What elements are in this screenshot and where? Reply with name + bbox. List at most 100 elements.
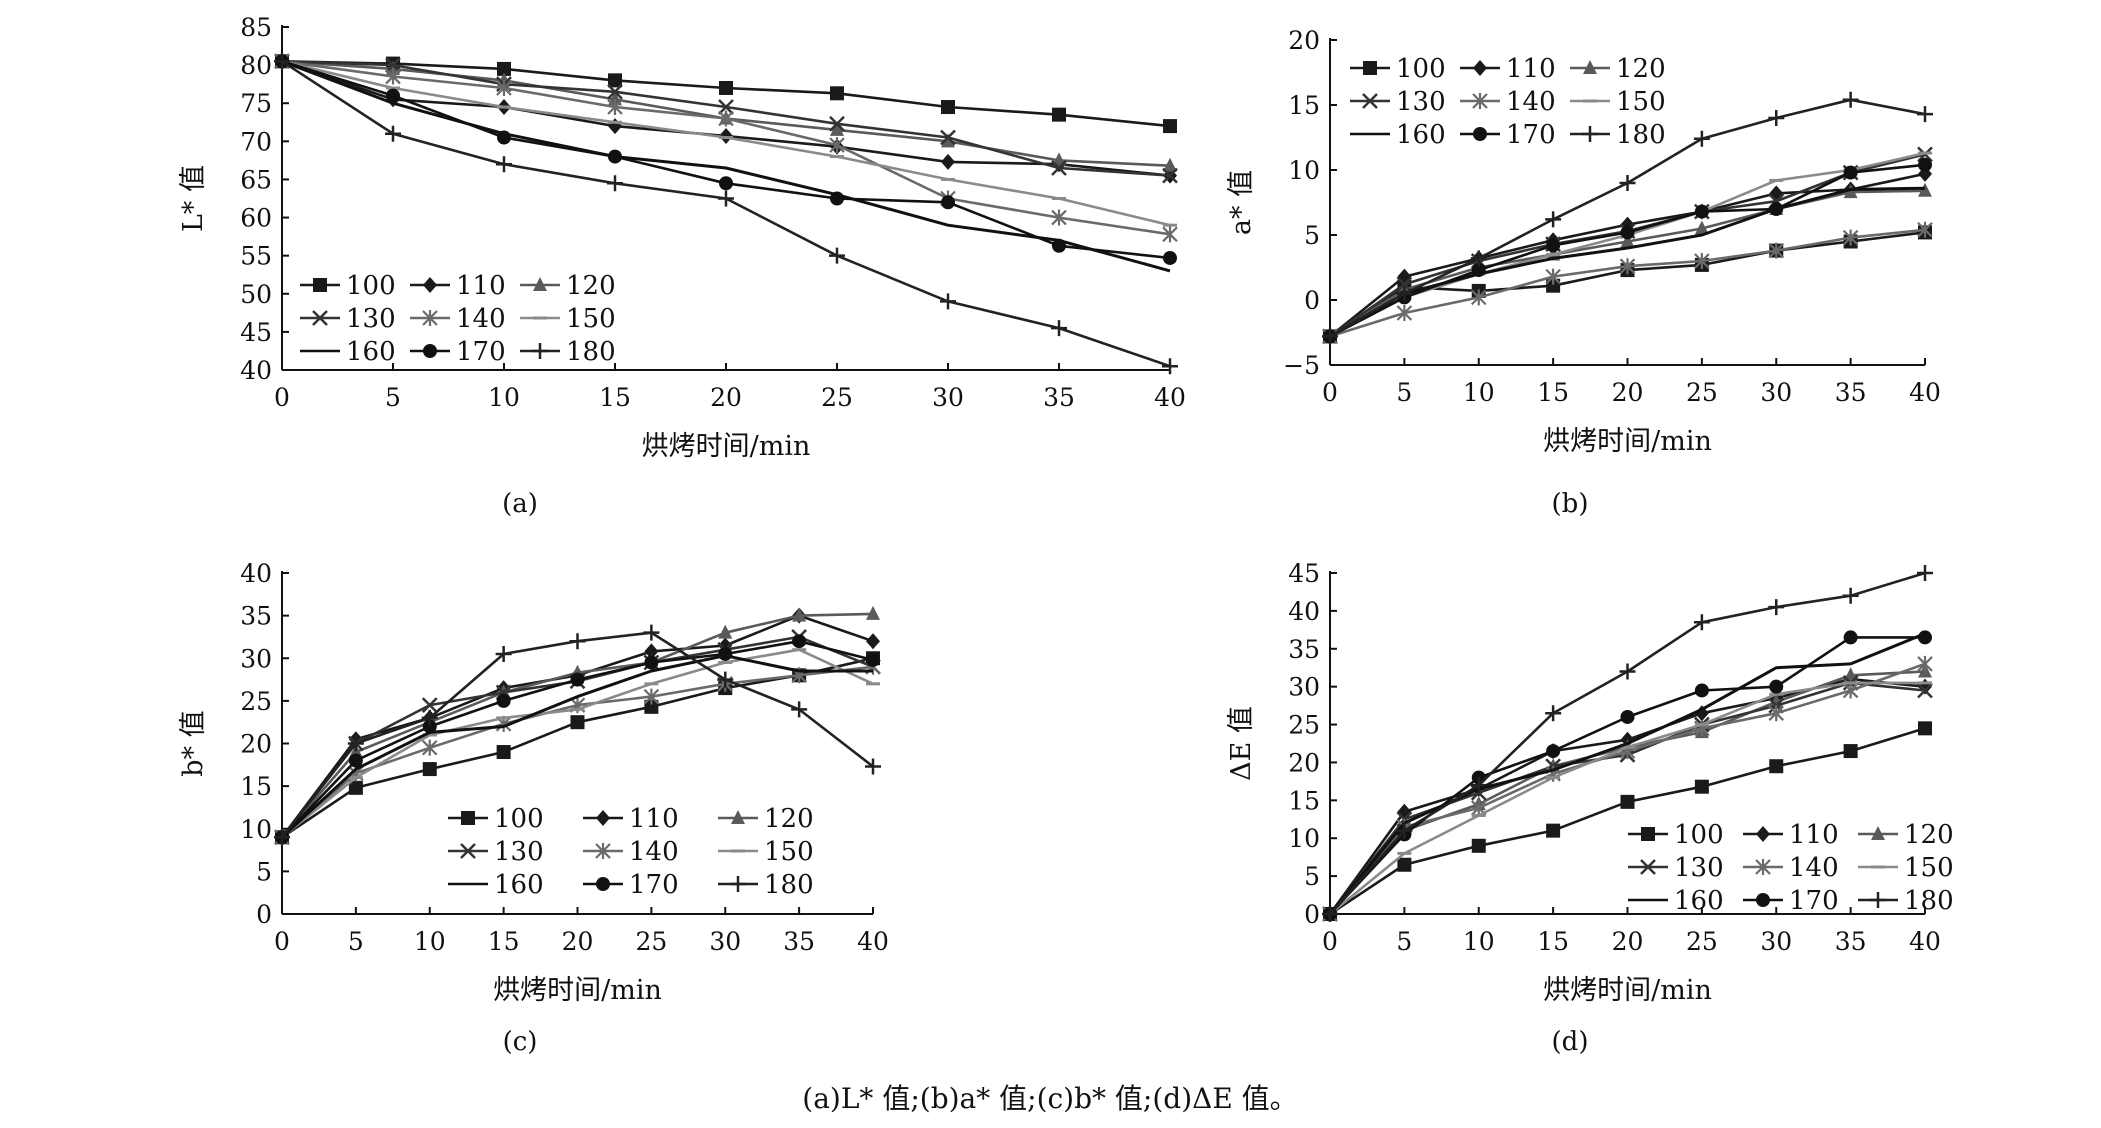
y-tick-label: 85: [240, 13, 272, 42]
data-point-120: [718, 624, 733, 639]
data-point-180: [1545, 211, 1562, 228]
data-point-170: [1769, 202, 1784, 216]
data-point-140: [1768, 705, 1785, 722]
data-point-140: [1051, 209, 1067, 226]
data-point-180: [1619, 175, 1636, 191]
x-tick-label: 15: [1537, 378, 1569, 407]
data-point-100: [570, 715, 585, 730]
data-point-110: [719, 127, 733, 144]
legend-label: 110: [1789, 820, 1839, 850]
legend-marker-170: [596, 877, 610, 891]
x-tick-label: 0: [274, 927, 290, 956]
legend-label: 180: [764, 870, 814, 900]
legend-item-180: 180: [1858, 886, 1954, 916]
legend-item-160: 160: [448, 870, 544, 900]
x-tick-label: 20: [710, 383, 742, 412]
legend-item-160: 160: [1350, 120, 1446, 150]
data-point-140: [1396, 305, 1413, 321]
x-tick-label: 40: [857, 927, 889, 956]
data-point-170: [1052, 238, 1066, 253]
data-point-180: [1917, 106, 1933, 123]
y-tick-label: 15: [240, 772, 272, 801]
x-tick-label: 0: [274, 383, 290, 412]
data-point-180: [347, 735, 364, 752]
series-line-160: [1328, 632, 1926, 915]
x-tick-label: 15: [488, 927, 520, 956]
y-tick-label: 40: [240, 559, 272, 588]
data-point-120: [1918, 182, 1932, 197]
x-tick-label: 30: [1760, 378, 1792, 407]
y-tick-label: 65: [240, 165, 272, 194]
data-point-140: [421, 739, 438, 756]
x-tick-label: 35: [783, 927, 815, 956]
data-point-130: [829, 115, 845, 132]
data-point-170: [1163, 250, 1177, 265]
legend-item-120: 120: [1570, 54, 1666, 84]
data-point-100: [348, 780, 363, 795]
y-tick-label: −5: [1283, 351, 1320, 380]
data-point-100: [1769, 759, 1784, 774]
x-tick-label: 10: [1463, 927, 1495, 956]
data-point-120: [830, 121, 844, 136]
data-point-170: [1471, 263, 1486, 278]
legend-marker-130: [1362, 93, 1378, 109]
x-axis-title: 烘烤时间/min: [1543, 975, 1712, 1006]
data-point-140: [1694, 253, 1710, 269]
series-170: [275, 54, 1177, 265]
data-point-170: [1918, 157, 1932, 172]
y-tick-label: 10: [240, 815, 272, 844]
x-tick-label: 5: [348, 927, 364, 956]
legend-label: 160: [1674, 886, 1724, 916]
data-point-180: [274, 53, 290, 70]
legend-item-140: 140: [583, 837, 679, 867]
y-tick-label: 0: [1304, 286, 1320, 315]
x-axis-title: 烘烤时间/min: [493, 975, 662, 1006]
chart-panel-1: 40 45 50 55 60 65 70 75 80 85 0 5 10 15 20 25 30 35 40 烘烤时间…: [178, 13, 1186, 519]
panel-label: (a): [502, 489, 538, 519]
data-point-100: [1397, 857, 1412, 872]
x-tick-label: 0: [1322, 927, 1338, 956]
data-point-180: [1162, 358, 1178, 375]
legend-marker-130: [312, 310, 328, 326]
legend-label: 150: [566, 304, 616, 334]
legend: 100 110 120 130 140 150 160 170 180: [1350, 54, 1666, 150]
legend-label: 120: [1904, 820, 1954, 850]
legend-item-140: 140: [1460, 87, 1556, 117]
y-tick-label: 45: [1288, 559, 1320, 588]
legend-item-130: 130: [300, 304, 396, 334]
y-tick-label: 55: [240, 242, 272, 271]
panel-label: (b): [1552, 489, 1589, 519]
legend-item-130: 130: [1628, 853, 1724, 883]
data-point-140: [829, 137, 845, 154]
panel-label: (d): [1552, 1027, 1589, 1057]
legend-item-110: 110: [410, 271, 506, 301]
legend-label: 160: [346, 337, 396, 367]
data-point-170: [608, 149, 622, 164]
legend-label: 100: [494, 804, 544, 834]
data-point-180: [1470, 777, 1487, 794]
data-point-180: [1051, 320, 1067, 337]
legend-label: 110: [629, 804, 679, 834]
legend-marker-100: [1363, 61, 1377, 75]
x-tick-label: 15: [1537, 927, 1569, 956]
y-tick-label: 0: [256, 900, 272, 929]
data-point-120: [386, 60, 400, 75]
data-point-180: [1693, 130, 1710, 147]
data-point-100: [1471, 838, 1486, 853]
legend-label: 100: [346, 271, 396, 301]
legend-item-150: 150: [718, 837, 814, 867]
legend-marker-120: [533, 277, 547, 291]
legend-item-120: 120: [1858, 820, 1954, 850]
y-tick-label: 30: [240, 644, 272, 673]
series-line-160: [280, 654, 873, 839]
legend-marker-170: [1756, 893, 1770, 907]
x-tick-label: 40: [1154, 383, 1186, 412]
legend-item-150: 150: [520, 304, 616, 334]
data-point-130: [385, 57, 401, 73]
legend-marker-100: [461, 811, 475, 825]
data-point-180: [1619, 663, 1636, 680]
legend-label: 120: [1616, 54, 1666, 84]
legend-label: 140: [456, 304, 506, 334]
data-point-170: [719, 176, 733, 191]
x-tick-label: 25: [635, 927, 667, 956]
